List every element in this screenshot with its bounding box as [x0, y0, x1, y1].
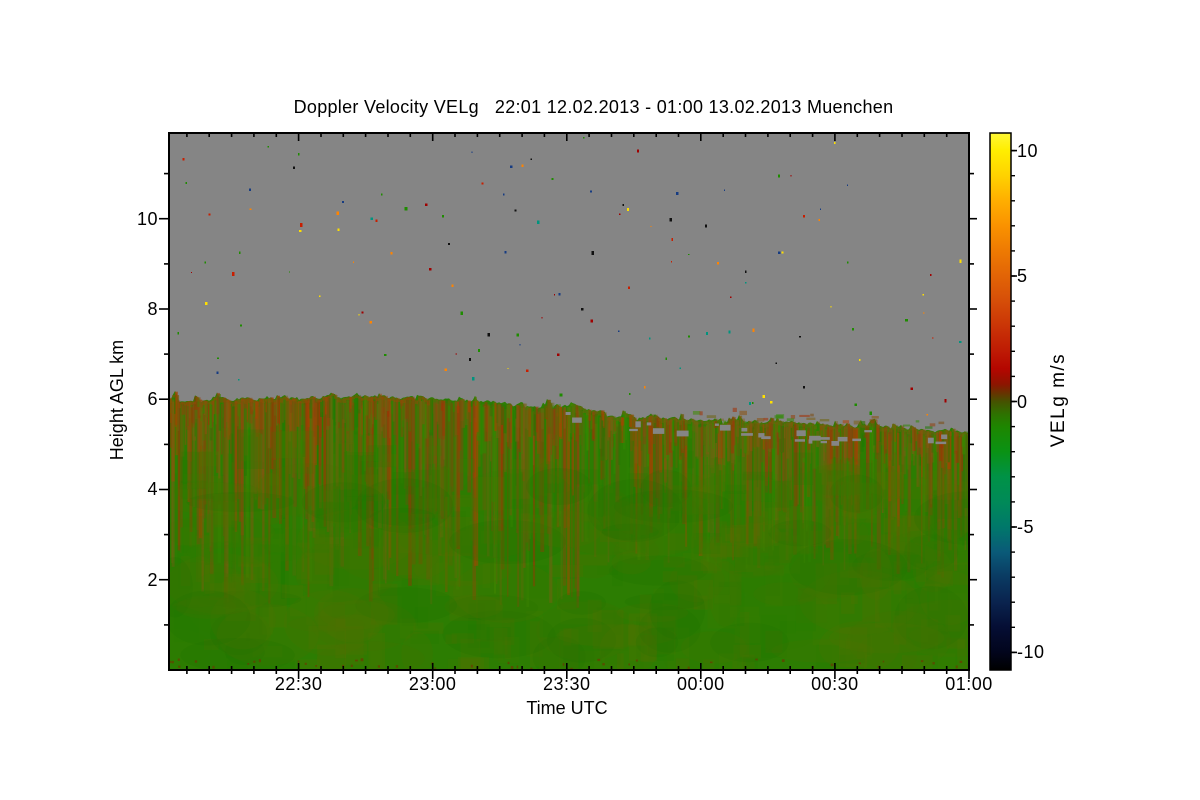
x-tick-label: 00:30 — [811, 674, 859, 694]
y-tick-label: 6 — [147, 389, 158, 410]
colorbar-tick-label: 0 — [1017, 391, 1028, 412]
x-tick-label: 23:00 — [408, 674, 457, 694]
x-axis-title: Time UTC — [526, 698, 608, 718]
chart-title: Doppler Velocity VELg 22:01 12.02.2013 -… — [293, 97, 894, 117]
y-tick-label: 8 — [147, 298, 158, 319]
x-tick-label: 22:30 — [274, 674, 323, 694]
x-tick-label: 01:00 — [945, 674, 993, 694]
x-tick-label: 00:00 — [677, 674, 725, 694]
x-tick-label: 23:30 — [542, 674, 591, 694]
y-tick-label: 2 — [147, 569, 158, 590]
y-tick-label: 10 — [136, 208, 158, 229]
colorbar-tick-label: 10 — [1017, 140, 1039, 161]
colorbar-tick-label: -10 — [1017, 642, 1045, 663]
colorbar-tick-label: -5 — [1017, 516, 1035, 537]
colorbar-tick-label: 5 — [1017, 266, 1028, 287]
y-tick-label: 4 — [147, 479, 158, 500]
